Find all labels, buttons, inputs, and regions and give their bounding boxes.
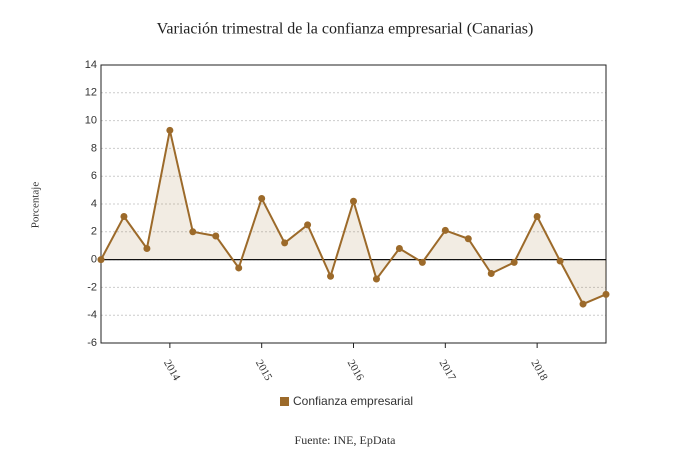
marker (120, 213, 128, 221)
y-tick-label: -4 (87, 309, 97, 321)
marker (97, 256, 105, 264)
y-tick-label: 12 (85, 87, 97, 99)
legend-label: Confianza empresarial (293, 394, 413, 408)
y-tick-label: -6 (87, 337, 97, 349)
marker (579, 300, 587, 308)
chart-title: Variación trimestral de la confianza emp… (157, 21, 534, 38)
marker (510, 258, 518, 266)
marker (441, 226, 449, 234)
marker (395, 244, 403, 252)
x-tick-label: 2018 (528, 358, 550, 383)
y-tick-label: 6 (91, 170, 97, 182)
marker (418, 258, 426, 266)
source: Fuente: INE, EpData (295, 433, 397, 447)
marker (350, 197, 357, 205)
marker (281, 239, 289, 247)
y-tick-label: 0 (91, 254, 97, 266)
marker (304, 221, 312, 229)
marker (327, 272, 335, 280)
marker (556, 257, 564, 265)
marker (143, 244, 151, 252)
legend-swatch (280, 397, 289, 406)
marker (464, 235, 472, 243)
marker (602, 290, 610, 298)
marker (166, 126, 174, 134)
marker (235, 264, 243, 272)
marker (189, 228, 197, 236)
marker (258, 194, 266, 202)
marker (487, 270, 495, 277)
marker (212, 232, 220, 240)
y-tick-label: 4 (91, 198, 97, 210)
x-tick-label: 2017 (437, 358, 459, 383)
y-axis-label: Porcentaje (30, 182, 42, 229)
area (101, 130, 606, 305)
y-tick-label: 2 (91, 226, 97, 238)
x-tick-label: 2014 (161, 358, 183, 383)
y-tick-label: 10 (85, 115, 97, 127)
x-tick-label: 2016 (345, 358, 367, 383)
y-tick-label: -2 (87, 281, 97, 293)
marker (372, 275, 380, 283)
marker (533, 213, 541, 221)
x-tick-label: 2015 (253, 358, 275, 383)
y-tick-label: 8 (91, 142, 97, 154)
y-tick-label: 14 (85, 59, 97, 71)
